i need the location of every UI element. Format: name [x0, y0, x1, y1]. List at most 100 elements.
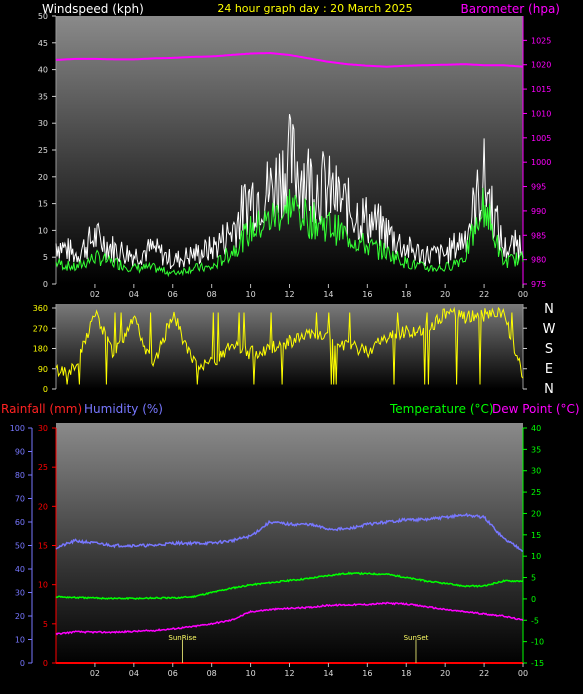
y-tick-label: 20	[38, 173, 48, 182]
humidity-tick-label: 70	[15, 495, 25, 504]
x-tick-label: 20	[440, 290, 450, 299]
compass-w: W	[543, 322, 556, 337]
y-tick-label: 35	[38, 92, 48, 101]
y2-tick-label: 1015	[531, 85, 551, 94]
wind-axis-label: Windspeed (kph)	[42, 2, 144, 16]
x-tick-label: 08	[207, 290, 217, 299]
temperature-tick-label: 10	[531, 552, 541, 561]
sunrise-label: SunRise	[168, 634, 196, 642]
x-tick-label: 12	[284, 669, 294, 678]
compass-e: E	[545, 362, 553, 377]
dir-y-tick-label: 270	[33, 324, 48, 333]
y-tick-label: 0	[43, 280, 48, 289]
y2-tick-label: 1010	[531, 109, 551, 118]
y-tick-label: 10	[38, 226, 48, 235]
rainfall-tick-label: 5	[43, 620, 48, 629]
x-tick-label: 00	[518, 669, 528, 678]
humidity-tick-label: 40	[15, 565, 25, 574]
y-tick-label: 40	[38, 66, 48, 75]
y-tick-label: 45	[38, 39, 48, 48]
dir-y-tick-label: 180	[33, 345, 48, 354]
rainfall-tick-label: 0	[43, 659, 48, 668]
x-tick-label: 14	[323, 669, 333, 678]
y2-tick-label: 1025	[531, 36, 551, 45]
y2-tick-label: 995	[531, 183, 546, 192]
sun-markers: SunRise SunSet	[168, 634, 429, 663]
y-tick-label: 30	[38, 119, 48, 128]
direction-plot-area	[56, 304, 523, 389]
x-tick-label: 08	[207, 669, 217, 678]
wind-ticks: 0510152025303540455097598098599099510001…	[38, 12, 552, 299]
temperature-tick-label: -10	[531, 638, 544, 647]
dir-y-tick-label: 0	[43, 385, 48, 394]
temperature-tick-label: -15	[531, 659, 544, 668]
series-dewpoint	[55, 601, 524, 636]
temperature-tick-label: 30	[531, 467, 541, 476]
x-tick-label: 02	[90, 290, 100, 299]
rainfall-axis-label: Rainfall (mm)	[1, 402, 82, 416]
y-tick-label: 25	[38, 146, 48, 155]
y-tick-label: 5	[43, 253, 48, 262]
humidity-tick-label: 50	[15, 542, 25, 551]
series-temperature	[55, 571, 524, 601]
rainfall-tick-label: 10	[38, 581, 48, 590]
series-humidity	[55, 512, 524, 552]
compass-labels: N W S E N	[543, 302, 556, 397]
direction-series	[55, 306, 524, 385]
humidity-tick-label: 100	[10, 424, 25, 433]
x-tick-label: 06	[168, 669, 178, 678]
y2-tick-label: 980	[531, 256, 546, 265]
dir-y-tick-label: 90	[38, 365, 48, 374]
dewpoint-axis-label: Dew Point (°C)	[492, 402, 580, 416]
series-barometer	[55, 51, 524, 68]
rainfall-tick-label: 20	[38, 502, 48, 511]
chart-title: 24 hour graph day : 20 March 2025	[217, 2, 412, 15]
temperature-axis-label: Temperature (°C)	[389, 402, 494, 416]
barometer-axis-label: Barometer (hpa)	[461, 2, 560, 16]
temperature-tick-label: 35	[531, 445, 541, 454]
y2-tick-label: 975	[531, 280, 546, 289]
x-tick-label: 14	[323, 290, 333, 299]
temperature-tick-label: 0	[531, 595, 536, 604]
y-tick-label: 15	[38, 200, 48, 209]
x-tick-label: 06	[168, 290, 178, 299]
humidity-tick-label: 30	[15, 589, 25, 598]
x-tick-label: 02	[90, 669, 100, 678]
y2-tick-label: 1005	[531, 134, 551, 143]
y-tick-label: 50	[38, 12, 48, 21]
x-tick-label: 00	[518, 290, 528, 299]
series-windspeed	[55, 187, 524, 278]
series-direction	[55, 306, 524, 385]
wind-plot-area	[56, 16, 523, 284]
series-gust	[55, 113, 524, 269]
humidity-tick-label: 10	[15, 636, 25, 645]
temperature-tick-label: 40	[531, 424, 541, 433]
humidity-tick-label: 80	[15, 471, 25, 480]
direction-grid	[55, 304, 524, 389]
y2-tick-label: 985	[531, 231, 546, 240]
humidity-tick-label: 0	[20, 659, 25, 668]
rainfall-tick-label: 30	[38, 424, 48, 433]
temp-ticks: 0102030405060708090100051015202530-15-10…	[10, 424, 544, 678]
x-tick-label: 22	[479, 669, 489, 678]
temp-plot-area	[56, 423, 523, 666]
x-tick-label: 04	[129, 669, 139, 678]
humidity-tick-label: 90	[15, 448, 25, 457]
x-tick-label: 18	[401, 669, 411, 678]
y2-tick-label: 1000	[531, 158, 551, 167]
temperature-tick-label: 15	[531, 531, 541, 540]
temperature-tick-label: -5	[531, 616, 539, 625]
x-tick-label: 22	[479, 290, 489, 299]
sunset-label: SunSet	[404, 634, 429, 642]
x-tick-label: 16	[362, 669, 372, 678]
x-tick-label: 16	[362, 290, 372, 299]
dir-y-tick-label: 360	[33, 304, 48, 313]
x-tick-label: 20	[440, 669, 450, 678]
rainfall-tick-label: 25	[38, 463, 48, 472]
temperature-tick-label: 5	[531, 574, 536, 583]
compass-n-bottom: N	[544, 382, 554, 397]
x-tick-label: 10	[245, 669, 255, 678]
compass-n-top: N	[544, 302, 554, 317]
y2-tick-label: 990	[531, 207, 546, 216]
